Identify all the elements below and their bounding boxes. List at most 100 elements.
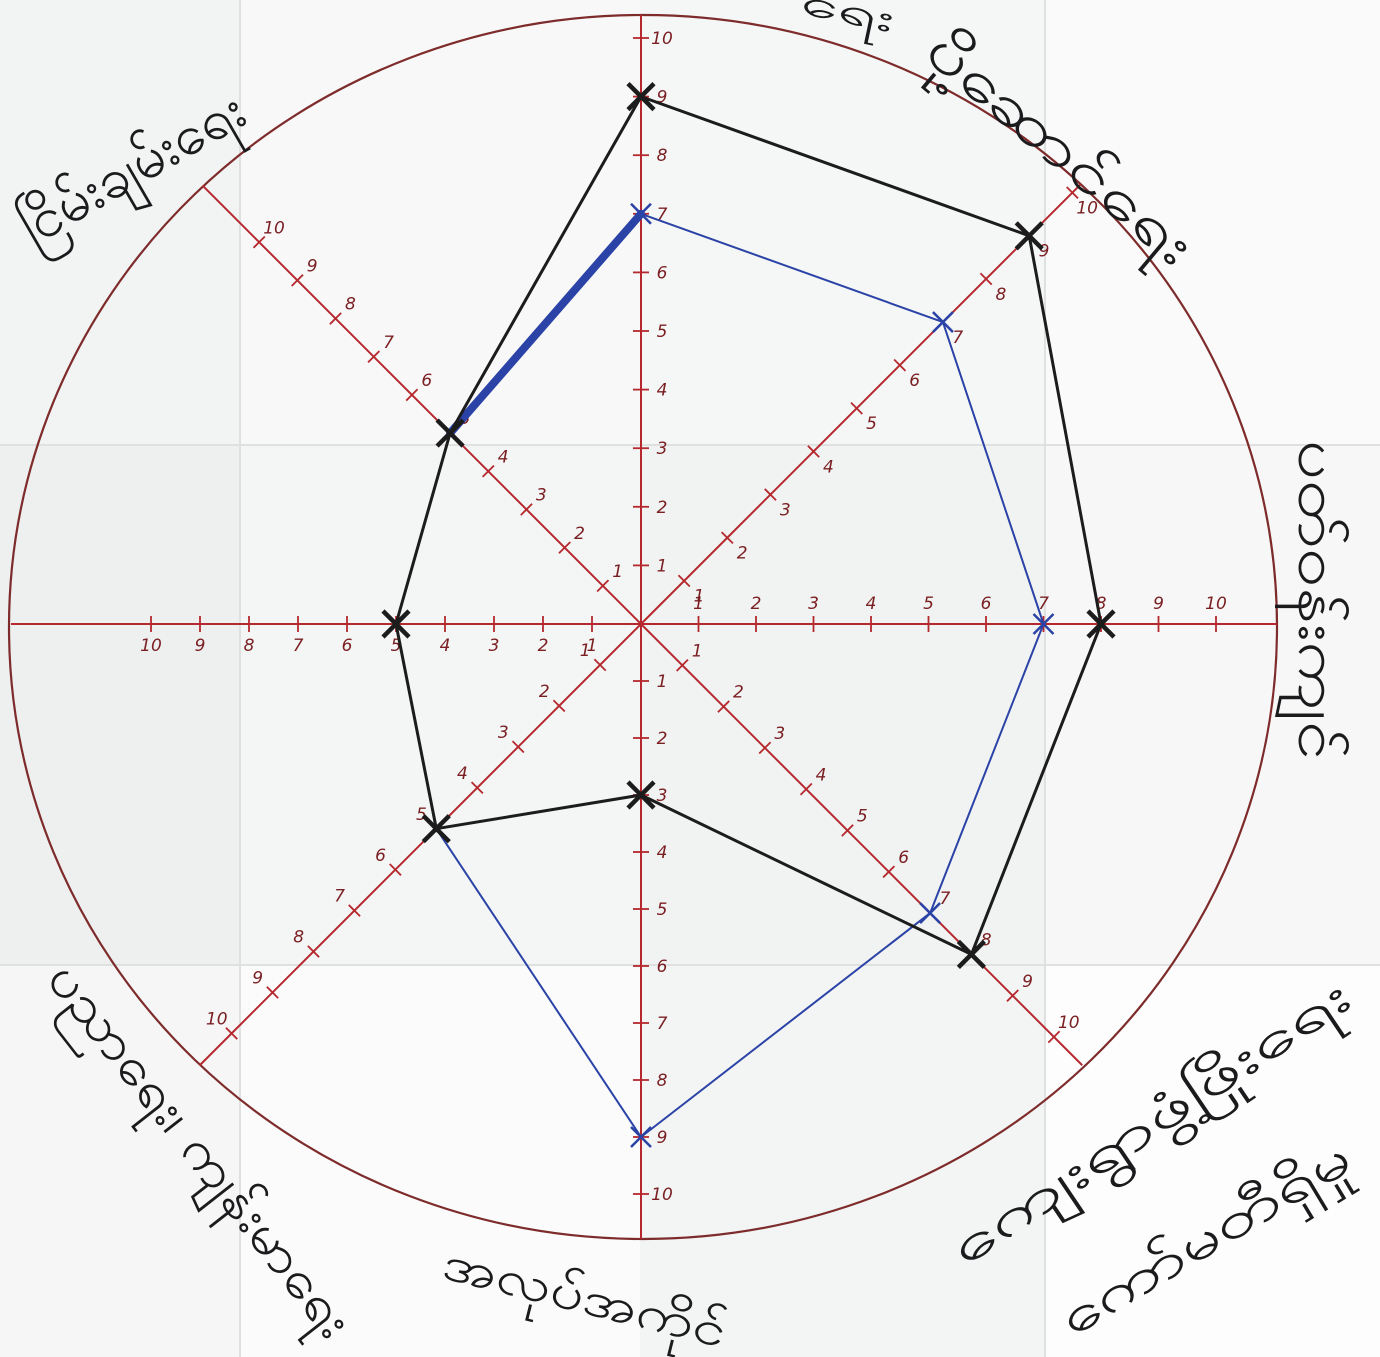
- tick-label: 7: [383, 333, 394, 353]
- tick-label: 9: [195, 636, 206, 656]
- tick-label: 5: [923, 594, 934, 614]
- tick-label: 2: [538, 636, 549, 656]
- axis-tick: [470, 781, 484, 795]
- axis-tick: [1006, 989, 1019, 1002]
- series-1-point: [1014, 221, 1044, 251]
- series-2-point: [1032, 613, 1055, 635]
- tick-label: 4: [657, 843, 668, 863]
- tick-label: 5: [866, 414, 877, 434]
- series-1-point: [381, 609, 411, 639]
- tick-label: 6: [981, 594, 992, 614]
- axis-tick: [225, 1027, 238, 1040]
- tick-label: 6: [342, 636, 353, 656]
- axis-tick: [252, 235, 266, 249]
- series-1-point: [626, 82, 656, 112]
- axis-tick: [558, 541, 571, 554]
- axis-tick: [405, 388, 419, 402]
- tick-label: 10: [1058, 1013, 1080, 1033]
- tick-label: 4: [457, 764, 468, 784]
- tick-label: 3: [657, 439, 668, 459]
- tick-label: 6: [898, 848, 909, 868]
- axis-tick: [677, 574, 691, 588]
- tick-label: 10: [651, 1185, 673, 1205]
- tick-label: 8: [293, 928, 304, 948]
- tick-label: 1: [612, 562, 623, 582]
- axis-label-e: ပတ်ဝန်းကျင်: [1276, 440, 1351, 760]
- tick-label: 10: [263, 218, 285, 238]
- tick-label: 4: [440, 636, 451, 656]
- axis-tick: [367, 350, 381, 364]
- tick-label: 5: [857, 807, 868, 827]
- tick-label: 1: [657, 556, 668, 576]
- tick-label: 10: [1076, 199, 1098, 219]
- paper-panel: [640, 965, 1045, 1357]
- tick-label: 8: [1096, 594, 1107, 614]
- tick-label: 4: [823, 457, 834, 477]
- tick-label: 1: [694, 587, 705, 607]
- tick-label: 5: [657, 322, 668, 342]
- tick-label: 10: [206, 1010, 228, 1030]
- axis-line-se: [640, 623, 1083, 1066]
- tick-label: 6: [421, 371, 432, 391]
- tick-label: 7: [1038, 594, 1049, 614]
- tick-label: 10: [140, 636, 162, 656]
- tick-label: 3: [489, 636, 500, 656]
- tick-label: 8: [981, 931, 992, 951]
- axis-tick: [348, 904, 361, 917]
- series-1-point: [435, 418, 465, 448]
- tick-label: 4: [498, 447, 509, 467]
- tick-label: 8: [345, 295, 356, 315]
- tick-label: 2: [737, 544, 748, 564]
- tick-label: 9: [307, 256, 318, 276]
- tick-label: 8: [244, 636, 255, 656]
- axis-tick: [552, 699, 566, 713]
- tick-label: 4: [657, 381, 668, 401]
- series: [381, 82, 1116, 1148]
- axis-tick: [850, 402, 863, 415]
- axis-line-nw: [201, 184, 642, 625]
- tick-label: 6: [375, 846, 386, 866]
- tick-label: 2: [733, 683, 744, 703]
- tick-label: 5: [391, 636, 402, 656]
- tick-label: 9: [1039, 242, 1050, 262]
- tick-label: 9: [657, 88, 668, 108]
- tick-label: 3: [536, 486, 547, 506]
- axis-tick: [764, 488, 777, 501]
- axis-tick: [266, 986, 279, 999]
- tick-label: 10: [1205, 594, 1227, 614]
- tick-label: 1: [692, 641, 703, 661]
- axis-line-sw: [199, 623, 642, 1066]
- tick-label: 2: [574, 524, 585, 544]
- tick-label: 1: [580, 641, 591, 661]
- axes: 1 2 3 4 5 6 7 8 9 10 1 2 3 4 5 6 7 8 9 10 1 2 3 4 5 6 7 8 9 10 1 2 3 4 5 6 7…: [11, 15, 1277, 1239]
- tick-label: 3: [808, 594, 819, 614]
- tick-label: 9: [657, 1128, 668, 1148]
- tick-label: 2: [751, 594, 762, 614]
- axis-tick: [758, 741, 772, 755]
- axis-tick: [307, 945, 320, 958]
- axis-tick: [807, 445, 820, 458]
- axis-tick: [329, 312, 342, 325]
- tick-label: 7: [334, 887, 345, 907]
- paper-panel: [240, 965, 640, 1357]
- axis-tick: [882, 865, 896, 879]
- axis-tick: [511, 740, 525, 754]
- paper-panel: [0, 965, 240, 1357]
- series-1-point: [421, 814, 451, 844]
- tick-label: 4: [816, 765, 827, 785]
- paper-panel: [0, 445, 240, 965]
- tick-label: 1: [587, 636, 598, 656]
- tick-label: 6: [657, 957, 668, 977]
- series-1-point: [1086, 609, 1116, 639]
- paper-panel: [240, 0, 640, 445]
- tick-label: 2: [657, 498, 668, 518]
- tick-label: 6: [909, 371, 920, 391]
- tick-label: 7: [657, 205, 668, 225]
- paper-panel: [240, 445, 640, 965]
- tick-label: 3: [780, 500, 791, 520]
- tick-label: 9: [1153, 594, 1164, 614]
- tick-label: 1: [657, 672, 668, 692]
- tick-label: 4: [866, 594, 877, 614]
